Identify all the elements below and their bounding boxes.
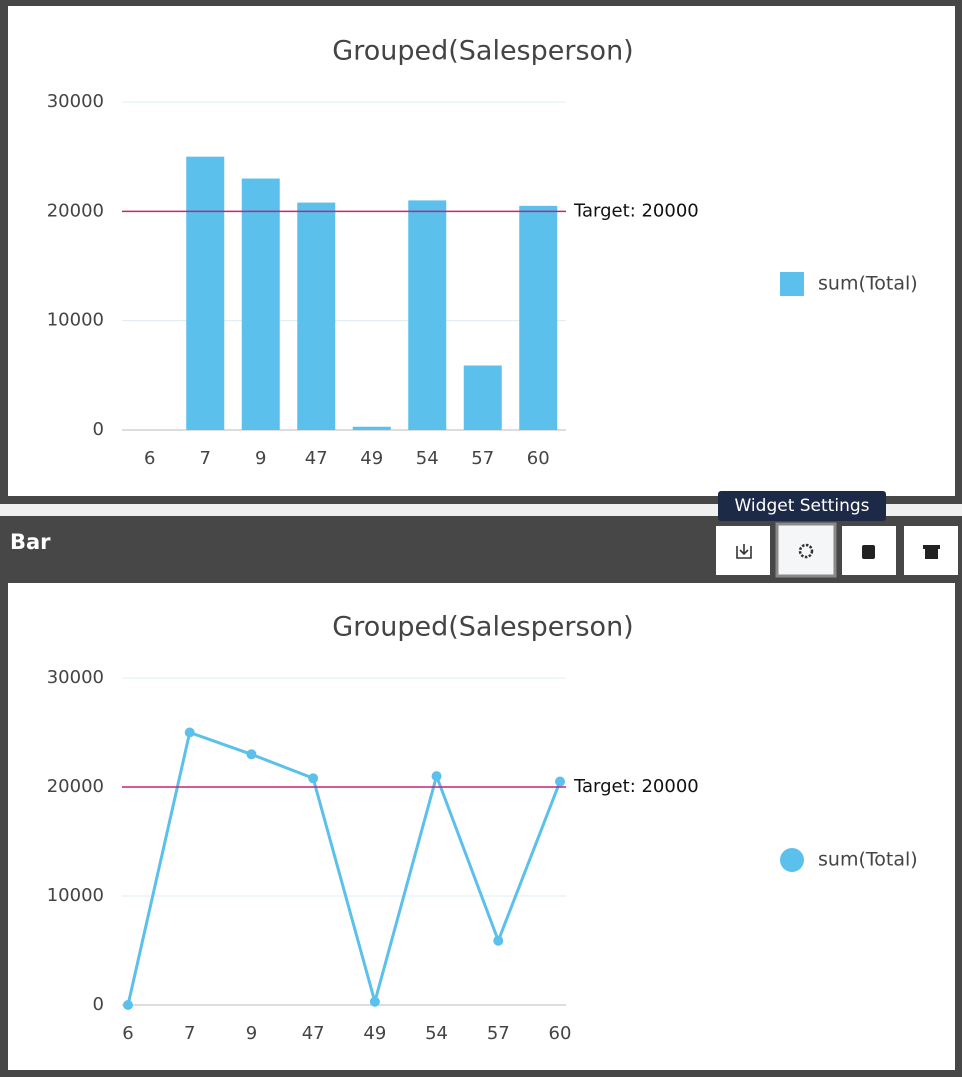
- x-tick-label: 7: [200, 448, 211, 469]
- y-tick-label: 10000: [47, 885, 104, 906]
- point: [308, 773, 319, 784]
- target-label: Target: 20000: [573, 776, 699, 797]
- y-tick-label: 30000: [47, 667, 104, 688]
- x-tick-label: 49: [360, 448, 383, 469]
- bar: [463, 365, 502, 430]
- download-button[interactable]: [716, 526, 770, 575]
- bottom-panel: [8, 583, 955, 1070]
- x-tick-label: 6: [122, 1023, 133, 1044]
- y-tick-label: 0: [93, 994, 104, 1015]
- chart-title: Grouped(Salesperson): [332, 612, 633, 643]
- y-tick-label: 10000: [47, 310, 104, 331]
- settings-icon: [798, 543, 814, 559]
- target-label: Target: 20000: [573, 200, 699, 221]
- tooltip-text: Widget Settings: [735, 496, 870, 516]
- x-tick-label: 60: [527, 448, 550, 469]
- x-tick-label: 57: [471, 448, 494, 469]
- point: [555, 776, 565, 787]
- x-tick-label: 47: [305, 448, 328, 469]
- y-tick-label: 20000: [47, 200, 104, 221]
- x-tick-label: 6: [144, 448, 155, 469]
- bar: [519, 205, 558, 430]
- point: [369, 996, 380, 1007]
- legend-label: sum(Total): [818, 849, 918, 871]
- delete-icon: [923, 545, 940, 559]
- widget-title: Bar: [10, 530, 51, 554]
- copy-icon: [862, 545, 875, 559]
- x-tick-label: 54: [416, 448, 439, 469]
- legend-marker: [780, 848, 804, 872]
- x-tick-label: 57: [487, 1023, 510, 1044]
- x-tick-label: 49: [363, 1023, 386, 1044]
- legend-label: sum(Total): [818, 273, 918, 295]
- legend-marker: [780, 272, 804, 296]
- point: [493, 935, 504, 946]
- bar: [352, 426, 391, 430]
- line: [126, 730, 562, 1008]
- point: [246, 749, 257, 760]
- x-tick-label: 60: [549, 1023, 572, 1044]
- chart-title: Grouped(Salesperson): [332, 36, 633, 67]
- x-tick-label: 9: [255, 448, 266, 469]
- settings-button[interactable]: [775, 522, 837, 578]
- point: [431, 771, 442, 782]
- bar: [297, 202, 336, 430]
- bar: [241, 178, 280, 430]
- x-tick-label: 54: [425, 1023, 448, 1044]
- y-tick-label: 30000: [47, 91, 104, 112]
- tooltip: [718, 491, 886, 521]
- y-tick-label: 20000: [47, 776, 104, 797]
- x-tick-label: 9: [246, 1023, 257, 1044]
- x-tick-label: 7: [184, 1023, 195, 1044]
- point: [184, 727, 195, 738]
- bar: [186, 156, 225, 430]
- bar: [408, 200, 447, 430]
- x-tick-label: 47: [302, 1023, 325, 1044]
- y-tick-label: 0: [93, 419, 104, 440]
- download-icon: [736, 544, 752, 559]
- point: [123, 1000, 133, 1010]
